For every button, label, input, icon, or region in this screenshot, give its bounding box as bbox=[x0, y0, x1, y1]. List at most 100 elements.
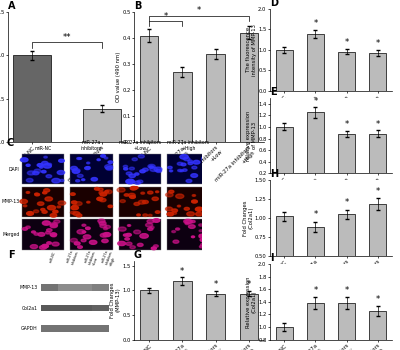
Text: *: * bbox=[376, 39, 380, 48]
Text: D: D bbox=[270, 0, 278, 8]
Circle shape bbox=[46, 229, 52, 232]
Circle shape bbox=[196, 207, 203, 211]
Bar bbox=[338, 214, 355, 293]
Circle shape bbox=[176, 194, 184, 198]
Circle shape bbox=[102, 239, 108, 243]
Circle shape bbox=[27, 171, 35, 175]
Bar bbox=[338, 52, 355, 91]
Circle shape bbox=[188, 160, 192, 162]
Circle shape bbox=[142, 168, 148, 171]
Circle shape bbox=[72, 169, 80, 173]
Text: *: * bbox=[197, 6, 201, 15]
Y-axis label: Fold Changes
(MMP-13): Fold Changes (MMP-13) bbox=[110, 282, 121, 318]
Circle shape bbox=[193, 160, 200, 164]
Circle shape bbox=[166, 193, 173, 197]
Text: miR-27a inhibitors
+Low: miR-27a inhibitors +Low bbox=[119, 140, 161, 151]
Circle shape bbox=[82, 231, 86, 233]
Circle shape bbox=[130, 195, 135, 198]
Bar bbox=[369, 53, 386, 91]
Text: MMP-13: MMP-13 bbox=[2, 199, 20, 204]
Circle shape bbox=[180, 155, 188, 159]
Circle shape bbox=[200, 243, 209, 247]
Bar bbox=[92, 305, 109, 311]
Text: *: * bbox=[313, 210, 318, 219]
Circle shape bbox=[54, 220, 60, 223]
Circle shape bbox=[134, 181, 140, 184]
Circle shape bbox=[199, 234, 206, 238]
Circle shape bbox=[42, 211, 47, 213]
Circle shape bbox=[47, 242, 51, 244]
Bar bbox=[75, 305, 92, 311]
Text: miR-27a
inhibitors
+Low: miR-27a inhibitors +Low bbox=[84, 248, 101, 267]
Text: Col2a1: Col2a1 bbox=[22, 306, 38, 310]
Bar bbox=[41, 326, 58, 332]
Bar bbox=[276, 216, 293, 293]
Circle shape bbox=[200, 245, 204, 248]
Circle shape bbox=[185, 223, 189, 225]
Circle shape bbox=[205, 240, 209, 243]
Circle shape bbox=[38, 232, 45, 236]
Text: G: G bbox=[134, 250, 142, 260]
Circle shape bbox=[51, 234, 56, 237]
Circle shape bbox=[150, 167, 158, 172]
Circle shape bbox=[153, 219, 160, 222]
Circle shape bbox=[99, 222, 106, 225]
Circle shape bbox=[154, 167, 162, 172]
Circle shape bbox=[26, 226, 30, 229]
Bar bbox=[118, 187, 161, 217]
Circle shape bbox=[137, 243, 143, 246]
Circle shape bbox=[203, 243, 208, 246]
Text: H: H bbox=[270, 169, 278, 180]
Circle shape bbox=[43, 164, 51, 168]
Circle shape bbox=[192, 200, 197, 203]
Text: miR-NC: miR-NC bbox=[49, 251, 57, 264]
Text: *: * bbox=[313, 19, 318, 28]
Circle shape bbox=[75, 202, 82, 205]
Bar bbox=[206, 54, 225, 142]
Circle shape bbox=[178, 169, 182, 172]
Y-axis label: The fluorescence
intensity of MMP-13: The fluorescence intensity of MMP-13 bbox=[246, 24, 257, 76]
Circle shape bbox=[26, 178, 33, 182]
Bar bbox=[22, 219, 64, 250]
Circle shape bbox=[73, 205, 76, 206]
Text: *: * bbox=[344, 120, 349, 129]
Bar bbox=[369, 204, 386, 293]
Circle shape bbox=[126, 233, 131, 236]
Circle shape bbox=[188, 225, 195, 228]
Text: **: ** bbox=[63, 33, 71, 42]
Circle shape bbox=[124, 194, 129, 196]
Circle shape bbox=[104, 157, 108, 159]
Text: *: * bbox=[247, 280, 251, 289]
Circle shape bbox=[50, 222, 58, 226]
Circle shape bbox=[156, 191, 159, 193]
Text: miR-27a
inhibitors
+High: miR-27a inhibitors +High bbox=[101, 248, 118, 267]
Bar bbox=[140, 36, 158, 142]
Circle shape bbox=[73, 212, 80, 216]
Text: *: * bbox=[180, 266, 184, 275]
Circle shape bbox=[126, 179, 134, 184]
Circle shape bbox=[146, 223, 153, 227]
Circle shape bbox=[176, 228, 180, 230]
Circle shape bbox=[35, 193, 38, 195]
Text: C: C bbox=[6, 138, 13, 148]
Circle shape bbox=[203, 196, 207, 198]
Circle shape bbox=[34, 233, 38, 235]
Circle shape bbox=[118, 227, 126, 231]
Bar bbox=[276, 327, 293, 350]
Circle shape bbox=[191, 220, 195, 223]
Bar bbox=[70, 154, 113, 184]
Circle shape bbox=[187, 212, 194, 216]
Circle shape bbox=[125, 238, 130, 240]
Text: miR-27a
inhibitors: miR-27a inhibitors bbox=[66, 248, 80, 265]
Circle shape bbox=[40, 246, 46, 249]
Bar bbox=[338, 303, 355, 350]
Text: *: * bbox=[344, 38, 349, 47]
Circle shape bbox=[202, 157, 206, 159]
Circle shape bbox=[70, 238, 78, 242]
Y-axis label: OD value (490 nm): OD value (490 nm) bbox=[116, 52, 121, 102]
Circle shape bbox=[148, 164, 155, 168]
Circle shape bbox=[53, 210, 58, 213]
Circle shape bbox=[169, 170, 173, 172]
Circle shape bbox=[150, 226, 154, 229]
Circle shape bbox=[105, 190, 112, 194]
